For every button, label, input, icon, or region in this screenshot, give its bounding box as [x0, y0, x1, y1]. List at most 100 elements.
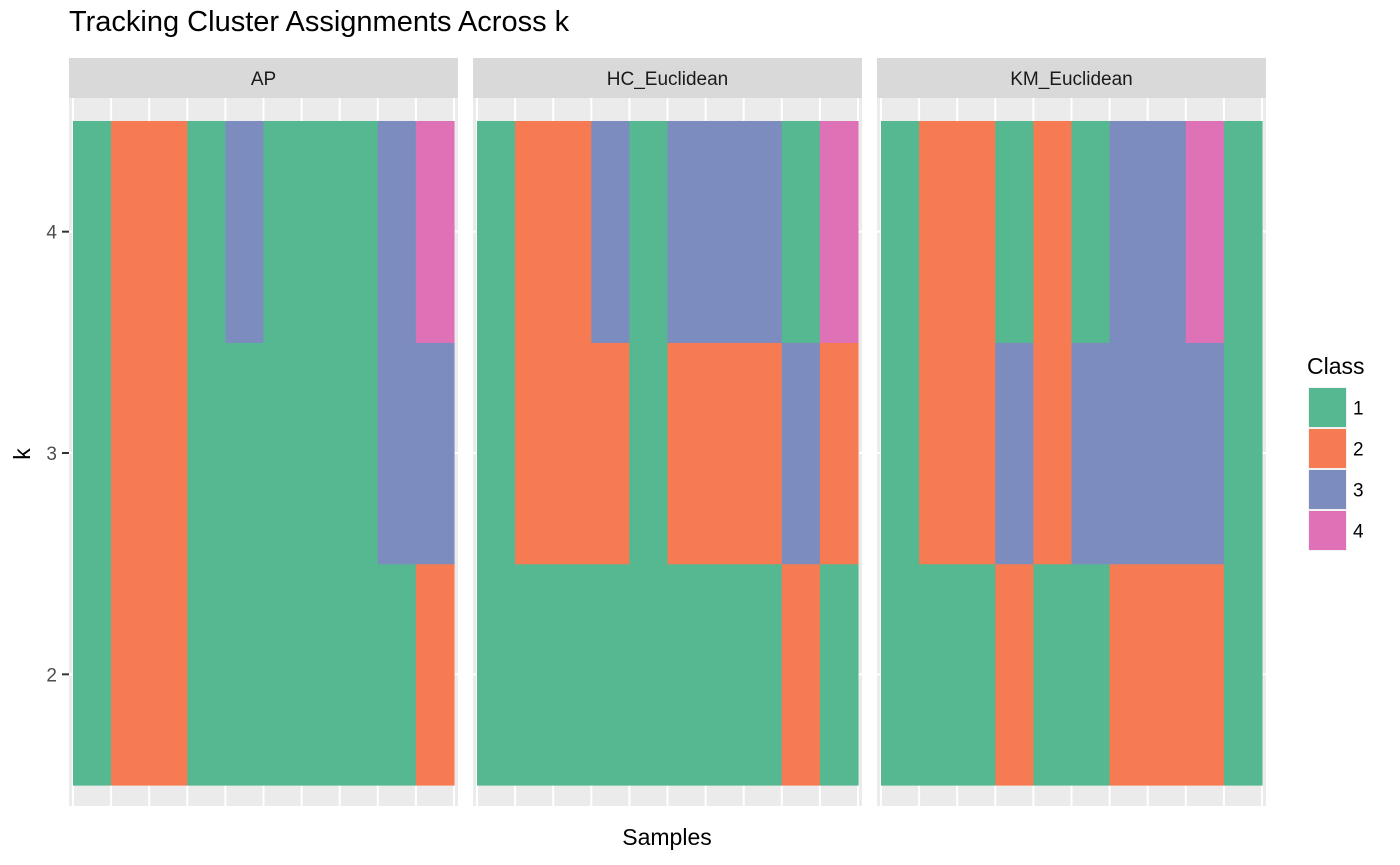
tile-k3-sample-3-class-2: [553, 342, 592, 565]
legend-swatch: [1309, 511, 1346, 550]
tile-k3-sample-7-class-2: [705, 342, 745, 565]
tile-k2-sample-4-class-1: [591, 563, 630, 786]
facet-panel-ap: AP: [69, 58, 458, 806]
facet-strip-label: KM_Euclidean: [1010, 69, 1133, 90]
tile-k2-sample-10-class-1: [819, 563, 859, 786]
tile-k2-sample-6-class-1: [1071, 563, 1111, 786]
tile-k4-sample-5-class-2: [1033, 121, 1073, 343]
tile-k2-sample-7-class-1: [301, 563, 341, 786]
tile-k2-sample-1-class-1: [477, 563, 516, 786]
x-axis-title: Samples: [622, 824, 711, 850]
tile-k4-sample-8-class-1: [339, 121, 379, 343]
tile-k3-sample-10-class-2: [819, 342, 859, 565]
legend-item-1: 1: [1308, 387, 1364, 428]
tile-k2-sample-7-class-2: [1109, 563, 1149, 786]
tile-k4-sample-10-class-4: [819, 121, 859, 343]
tile-k4-sample-2-class-2: [111, 121, 150, 343]
tile-k2-sample-10-class-1: [1223, 563, 1263, 786]
tile-k2-sample-8-class-2: [1147, 563, 1187, 786]
tile-k4-sample-8-class-3: [1147, 121, 1187, 343]
tile-k4-sample-3-class-2: [957, 121, 996, 343]
y-tick-label: 3: [46, 444, 57, 465]
tile-k4-sample-1-class-1: [477, 121, 516, 343]
tile-k4-sample-10-class-1: [1223, 121, 1263, 343]
tile-k4-sample-9-class-4: [1185, 121, 1225, 343]
tile-k2-sample-9-class-2: [781, 563, 821, 786]
tile-k3-sample-2-class-2: [919, 342, 958, 565]
tile-k3-sample-10-class-1: [1223, 342, 1263, 565]
tile-k2-sample-2-class-1: [515, 563, 554, 786]
legend-item-3: 3: [1308, 469, 1364, 510]
tile-k3-sample-10-class-3: [415, 342, 455, 565]
tile-k3-sample-6-class-1: [263, 342, 303, 565]
tile-k4-sample-2-class-2: [919, 121, 958, 343]
tile-k4-sample-9-class-3: [377, 121, 417, 343]
legend-swatch: [1309, 429, 1346, 468]
tile-k4-sample-10-class-4: [415, 121, 455, 343]
tile-k3-sample-1-class-1: [477, 342, 516, 565]
tile-k4-sample-7-class-1: [301, 121, 341, 343]
legend-label: 4: [1353, 522, 1364, 543]
legend: Class 1 2 3 4: [1307, 353, 1365, 551]
tile-k2-sample-2-class-1: [919, 563, 958, 786]
tile-k3-sample-5-class-1: [629, 342, 669, 565]
y-tick-label: 4: [46, 223, 57, 244]
tile-k3-sample-1-class-1: [881, 342, 920, 565]
tile-k4-sample-5-class-3: [225, 121, 265, 343]
tile-k3-sample-4-class-3: [995, 342, 1034, 565]
tile-k3-sample-4-class-1: [187, 342, 226, 565]
tile-k4-sample-3-class-2: [553, 121, 592, 343]
tile-k2-sample-1-class-1: [73, 563, 112, 786]
legend-item-2: 2: [1308, 428, 1364, 469]
facet-panel-hc-euclidean: HC_Euclidean: [473, 58, 862, 806]
y-axis: 2 3 4: [46, 223, 69, 686]
facet-panels: AP HC_Euclidean KM_Euclidean: [69, 58, 1266, 806]
legend-label: 1: [1353, 399, 1364, 420]
tile-k3-sample-5-class-1: [225, 342, 265, 565]
tile-k2-sample-5-class-1: [629, 563, 669, 786]
legend-label: 3: [1353, 481, 1364, 502]
tile-k2-sample-3-class-2: [149, 563, 188, 786]
tile-k4-sample-7-class-3: [1109, 121, 1149, 343]
tile-k3-sample-8-class-1: [339, 342, 379, 565]
y-axis-title: k: [9, 448, 35, 460]
tile-k2-sample-5-class-1: [225, 563, 265, 786]
legend-item-4: 4: [1308, 510, 1364, 551]
tile-k4-sample-7-class-3: [705, 121, 745, 343]
tile-k4-sample-6-class-1: [1071, 121, 1111, 343]
tile-k4-sample-5-class-1: [629, 121, 669, 343]
tile-k2-sample-9-class-1: [377, 563, 417, 786]
chart-title: Tracking Cluster Assignments Across k: [69, 6, 570, 38]
tile-k2-sample-3-class-1: [957, 563, 996, 786]
tile-k2-sample-2-class-2: [111, 563, 150, 786]
tile-k3-sample-3-class-2: [149, 342, 188, 565]
tile-k3-sample-7-class-1: [301, 342, 341, 565]
tile-k4-sample-3-class-2: [149, 121, 188, 343]
legend-label: 2: [1353, 440, 1364, 461]
tile-k4-sample-8-class-3: [743, 121, 783, 343]
tile-k2-sample-7-class-1: [705, 563, 745, 786]
tile-k3-sample-3-class-2: [957, 342, 996, 565]
tile-k4-sample-6-class-1: [263, 121, 303, 343]
tile-k2-sample-4-class-2: [995, 563, 1034, 786]
tile-k3-sample-4-class-2: [591, 342, 630, 565]
tile-k2-sample-9-class-2: [1185, 563, 1225, 786]
tile-k4-sample-9-class-1: [781, 121, 821, 343]
tile-k3-sample-1-class-1: [73, 342, 112, 565]
legend-title: Class: [1307, 353, 1365, 379]
tile-k3-sample-9-class-3: [377, 342, 417, 565]
tile-k3-sample-8-class-3: [1147, 342, 1187, 565]
tile-k2-sample-6-class-1: [667, 563, 707, 786]
tile-k4-sample-4-class-3: [591, 121, 630, 343]
y-tick-label: 2: [46, 665, 57, 686]
tile-k2-sample-10-class-2: [415, 563, 455, 786]
tile-k4-sample-1-class-1: [73, 121, 112, 343]
tile-k2-sample-5-class-1: [1033, 563, 1073, 786]
legend-swatch: [1309, 388, 1346, 427]
tile-k3-sample-2-class-2: [111, 342, 150, 565]
tile-k3-sample-9-class-3: [781, 342, 821, 565]
tile-k2-sample-3-class-1: [553, 563, 592, 786]
tile-k4-sample-6-class-3: [667, 121, 707, 343]
tile-k2-sample-8-class-1: [743, 563, 783, 786]
